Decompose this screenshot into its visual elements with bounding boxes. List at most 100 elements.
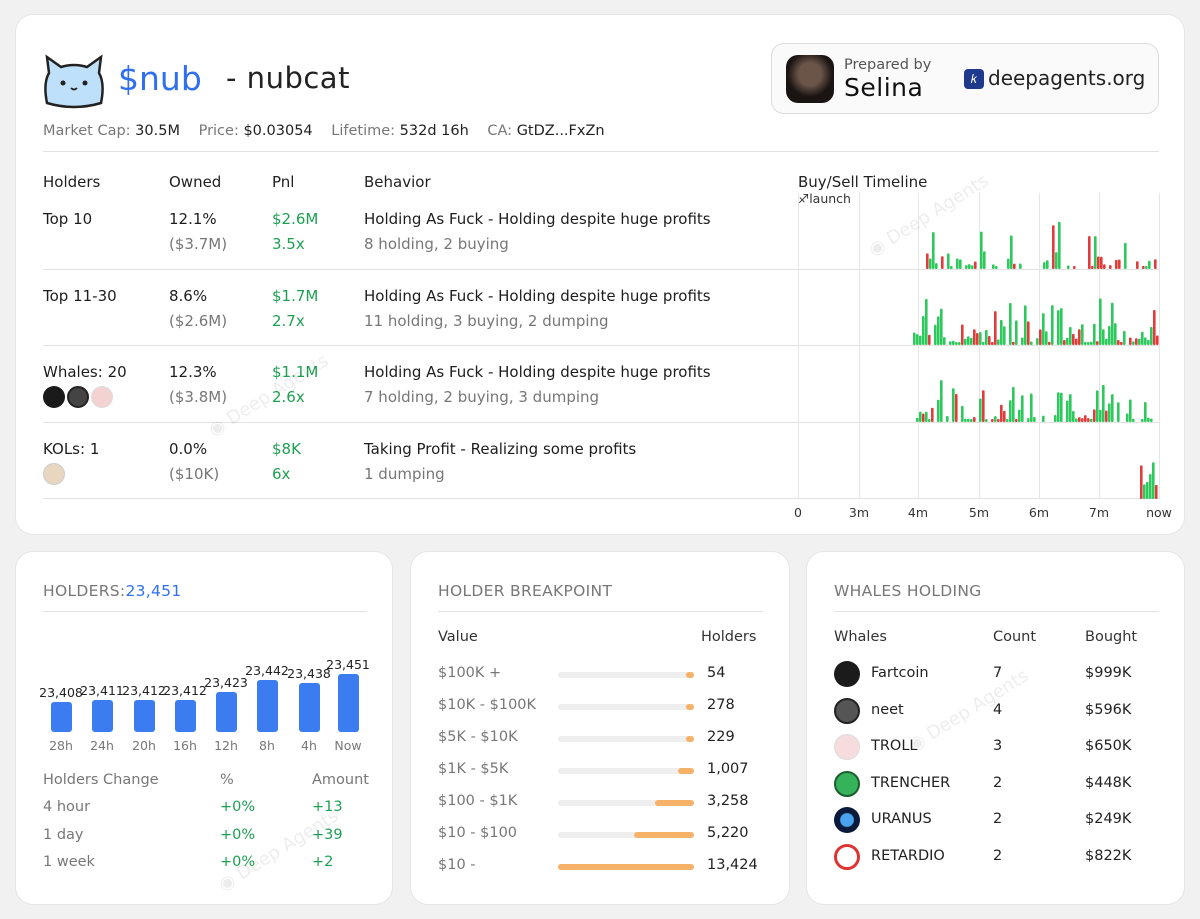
sell-bar [1118, 259, 1121, 269]
buy-bar [1043, 262, 1046, 269]
change-header-amount: Amount [312, 772, 369, 788]
deepagents-logo-icon: 𝑘 [964, 69, 984, 89]
whale-avatar[interactable] [43, 386, 65, 408]
buy-bar [968, 264, 971, 269]
change-pct: +0% [220, 854, 256, 870]
holders-bar-value-label: 23,408 [39, 685, 83, 701]
whales-header-bought: Bought [1085, 629, 1138, 645]
row-divider [43, 422, 1159, 423]
breakpoint-bar-track [558, 672, 694, 678]
author-name: Selina [844, 73, 924, 102]
buy-bar [1147, 339, 1150, 345]
sell-bar [1135, 338, 1138, 345]
buy-bar [1150, 326, 1153, 345]
whale-avatar[interactable] [67, 386, 89, 408]
sell-bar [1153, 309, 1156, 345]
holders-bar-category-label: 8h [259, 738, 275, 753]
price-label: Price: [198, 123, 239, 139]
buy-bar [1030, 341, 1033, 345]
holders-bar-value-label: 23,423 [204, 675, 248, 691]
market-cap-value: 30.5M [135, 123, 180, 139]
col-header-pnl: Pnl [272, 173, 295, 191]
whale-name: RETARDIO [871, 848, 945, 864]
row-holders: KOLs: 1 [43, 440, 100, 458]
buy-bar [1057, 310, 1060, 345]
sell-bar [1087, 418, 1090, 422]
buy-bar [1096, 390, 1099, 422]
sell-bar [1078, 329, 1081, 345]
buy-bar [1069, 394, 1072, 422]
whale-count: 7 [993, 665, 1003, 681]
holders-bar-category-label: 4h [301, 738, 317, 753]
holders-bar-value-label: 23,442 [245, 662, 289, 678]
buy-bar [1060, 308, 1063, 345]
row-owned: 0.0% [169, 440, 208, 458]
sell-bar [1155, 484, 1158, 499]
sell-bar [1003, 410, 1006, 422]
buy-bar [985, 418, 988, 422]
buy-bar [1000, 319, 1003, 345]
buy-bar [1051, 305, 1054, 345]
uranus-icon [834, 807, 860, 834]
whales-holding-card: WHALES HOLDING Whales Count Bought Fartc… [806, 551, 1185, 905]
buy-bar [1015, 320, 1018, 345]
row-behavior: Holding As Fuck - Holding despite huge p… [364, 210, 711, 228]
breakpoint-holders-count: 54 [707, 665, 726, 681]
holders-bar [257, 679, 278, 732]
buy-bar [1094, 236, 1097, 269]
ca-value[interactable]: GtDZ...FxZn [516, 123, 605, 139]
buy-bar [994, 416, 997, 422]
fartcoin-icon [834, 661, 860, 687]
whales-header-name: Whales [834, 629, 887, 645]
breakpoint-bar-fill [686, 672, 694, 678]
sell-bar [1103, 264, 1106, 269]
row-pnl-multiple: 3.5x [272, 235, 305, 253]
trencher-icon [834, 770, 860, 797]
holders-bar [216, 692, 237, 732]
market-cap-label: Market Cap: [43, 123, 131, 139]
buy-bar [1010, 235, 1013, 269]
sell-bar [1075, 338, 1078, 345]
sell-bar [1072, 333, 1075, 345]
buy-bar [935, 263, 938, 269]
buy-bar [1099, 298, 1102, 345]
buy-bar [932, 232, 935, 269]
breakpoint-holders-count: 278 [707, 697, 735, 713]
prepared-by-label: Prepared by [844, 57, 932, 73]
token-stats: Market Cap: 30.5M Price: $0.03054 Lifeti… [43, 123, 619, 139]
change-header-period: Holders Change [43, 772, 159, 788]
deepagents-link[interactable]: deepagents.org [988, 66, 1146, 90]
buy-bar [985, 330, 988, 345]
sell-bar [1000, 404, 1003, 422]
sell-bar [1117, 340, 1120, 345]
row-owned-usd: ($3.7M) [169, 235, 228, 253]
row-pnl: $1.1M [272, 363, 319, 381]
whale-bought: $249K [1085, 811, 1132, 828]
row-behavior-detail: 7 holding, 2 buying, 3 dumping [364, 388, 600, 406]
buy-bar [1144, 337, 1147, 345]
kol-avatar[interactable] [43, 463, 65, 485]
whale-avatar[interactable] [91, 386, 113, 408]
change-pct: +0% [220, 799, 256, 815]
buy-bar [979, 398, 982, 422]
buy-bar [1072, 411, 1075, 422]
breakpoint-range: $10 - $100 [438, 825, 518, 841]
buy-bar [1046, 260, 1049, 269]
lifetime-label: Lifetime: [331, 123, 396, 139]
breakpoint-bar-fill [677, 768, 694, 774]
sell-bar [1105, 410, 1108, 422]
row-holders: Top 10 [43, 210, 93, 228]
buy-bar [1102, 329, 1105, 345]
buy-bar [1152, 462, 1155, 499]
timeline-tick: 5m [968, 505, 990, 520]
token-name: - nubcat [226, 61, 350, 95]
buy-bar [1108, 403, 1111, 422]
sell-bar [1100, 256, 1103, 269]
row-owned: 8.6% [169, 287, 208, 305]
breakpoint-bar-fill [686, 736, 694, 742]
sell-bar [941, 256, 944, 269]
breakpoint-bar-track [558, 704, 694, 710]
buy-bar [934, 324, 937, 345]
timeline-tick: 4m [907, 505, 929, 520]
sell-bar [1142, 265, 1145, 269]
